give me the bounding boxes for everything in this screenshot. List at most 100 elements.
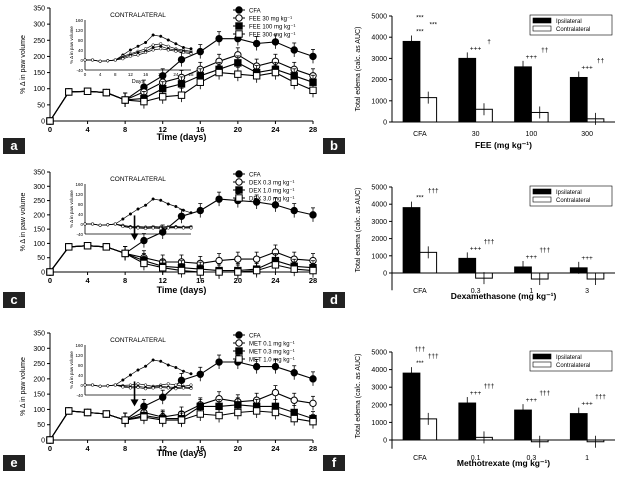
- data-point: [271, 362, 280, 371]
- x-tick-label: 12: [159, 276, 167, 285]
- data-point: [65, 407, 73, 415]
- data-point: [309, 86, 317, 95]
- inset-data-point: [189, 386, 193, 391]
- data-point: [215, 34, 223, 43]
- y-axis-label: % Δ in paw volume: [20, 35, 27, 94]
- inset-title: CONTRALATERAL: [110, 176, 166, 183]
- legend-marker: [235, 22, 243, 30]
- y-tick-label: 150: [33, 70, 45, 77]
- inset-data-point: [159, 34, 163, 38]
- inset-y-tick-label: 120: [75, 353, 83, 358]
- inset-y-tick-label: 120: [75, 28, 83, 33]
- inset-data-point: [136, 368, 140, 372]
- significance-annotation: +++: [526, 254, 538, 261]
- inset-y-tick-label: -40: [76, 68, 83, 73]
- legend-marker: [235, 30, 243, 38]
- legend-label: MET 1.0 mg kg⁻¹: [249, 358, 295, 364]
- inset-data-point: [121, 217, 125, 221]
- x-tick-label: 8: [123, 276, 127, 285]
- data-point: [65, 243, 73, 251]
- series-4: [46, 65, 317, 125]
- x-tick-label: 28: [309, 276, 317, 285]
- bar: [402, 40, 421, 123]
- legend-label: Contralateral: [556, 27, 590, 33]
- data-point: [177, 91, 186, 99]
- inset-data-point: [121, 385, 125, 389]
- panel-label-e: e: [3, 455, 25, 471]
- legend-marker: [235, 178, 243, 186]
- y-tick-label: 200: [33, 376, 45, 383]
- y-tick-label: 100: [33, 407, 45, 414]
- significance-annotation: †††: [539, 390, 550, 397]
- data-point: [83, 242, 92, 250]
- inset-data-point: [159, 385, 163, 390]
- legend-marker: [235, 339, 243, 347]
- data-point: [290, 78, 298, 86]
- y-tick-label: 300: [33, 184, 45, 191]
- inset-data-point: [181, 45, 185, 50]
- y-tick-label: 1000: [371, 420, 387, 427]
- panel-label-b: b: [323, 138, 345, 154]
- inset-data-point: [113, 222, 117, 226]
- inset-data-point: [98, 223, 102, 227]
- legend-label: Ipsilateral: [556, 355, 582, 361]
- bar: [458, 57, 477, 123]
- inset-x-tick-label: 16: [143, 72, 149, 77]
- data-point: [234, 268, 242, 276]
- inset-y-tick-label: 120: [75, 192, 83, 197]
- inset-data-point: [91, 383, 95, 387]
- data-point: [215, 256, 223, 265]
- legend-marker: [235, 194, 243, 202]
- significance-annotation: ***: [416, 28, 424, 35]
- treatment-arrow-head: [130, 399, 139, 407]
- y-tick-label: 0: [383, 120, 387, 127]
- inset-data-point: [159, 359, 163, 363]
- legend-swatch: [532, 188, 552, 195]
- data-point: [215, 411, 223, 420]
- inset-x-label: Days: [132, 79, 145, 85]
- data-point: [177, 80, 186, 88]
- data-point: [215, 68, 223, 77]
- inset-data-point: [136, 50, 140, 55]
- inset-data-point: [174, 226, 178, 230]
- inset-data-point: [91, 222, 95, 226]
- inset-y-tick-label: 80: [78, 363, 84, 368]
- data-point: [46, 436, 54, 444]
- inset-x-tick-label: 12: [128, 72, 134, 77]
- x-axis-label: Methotrexate (mg kg⁻¹): [457, 458, 550, 468]
- y-tick-label: 50: [37, 102, 45, 109]
- y-tick-label: 50: [37, 255, 45, 262]
- y-tick-label: 4000: [371, 35, 387, 42]
- inset-data-point: [189, 211, 193, 215]
- inset-y-tick-label: 0: [80, 383, 83, 388]
- y-tick-label: 3000: [371, 56, 387, 63]
- legend-label: Ipsilateral: [556, 190, 582, 196]
- x-tick-label: 1: [529, 288, 533, 295]
- inset-data-point: [83, 383, 87, 387]
- inset-data-point: [166, 44, 170, 48]
- line-chart-c: 0 50 100 150 200 250 300 350 0 4 8 12 16 20 24 28 Time (…: [20, 170, 317, 296]
- legend-label: FEE 300 mg kg⁻¹: [249, 33, 296, 39]
- inset-data-point: [151, 386, 155, 390]
- data-point: [252, 266, 261, 275]
- legend-label: Contralateral: [556, 363, 590, 369]
- x-axis-label: Dexamethasone (mg kg⁻¹): [451, 291, 557, 301]
- significance-annotation: +++: [470, 45, 482, 52]
- x-tick-label: 300: [581, 131, 593, 138]
- y-tick-label: 150: [33, 392, 45, 399]
- inset-title: CONTRALATERAL: [110, 337, 166, 344]
- data-point: [196, 47, 204, 56]
- data-point: [215, 358, 223, 366]
- significance-annotation: ***: [416, 360, 424, 367]
- inset-data-point: [166, 48, 170, 52]
- x-tick-label: 0: [48, 444, 52, 453]
- inset-y-tick-label: -40: [76, 232, 83, 237]
- panel-label-f: f: [323, 455, 345, 471]
- significance-annotation: †: [487, 38, 491, 45]
- data-point: [102, 410, 111, 418]
- legend-label: Contralateral: [556, 198, 590, 204]
- data-point: [121, 96, 129, 104]
- inset-data-point: [128, 212, 132, 216]
- inset-x-tick-label: 4: [99, 72, 102, 77]
